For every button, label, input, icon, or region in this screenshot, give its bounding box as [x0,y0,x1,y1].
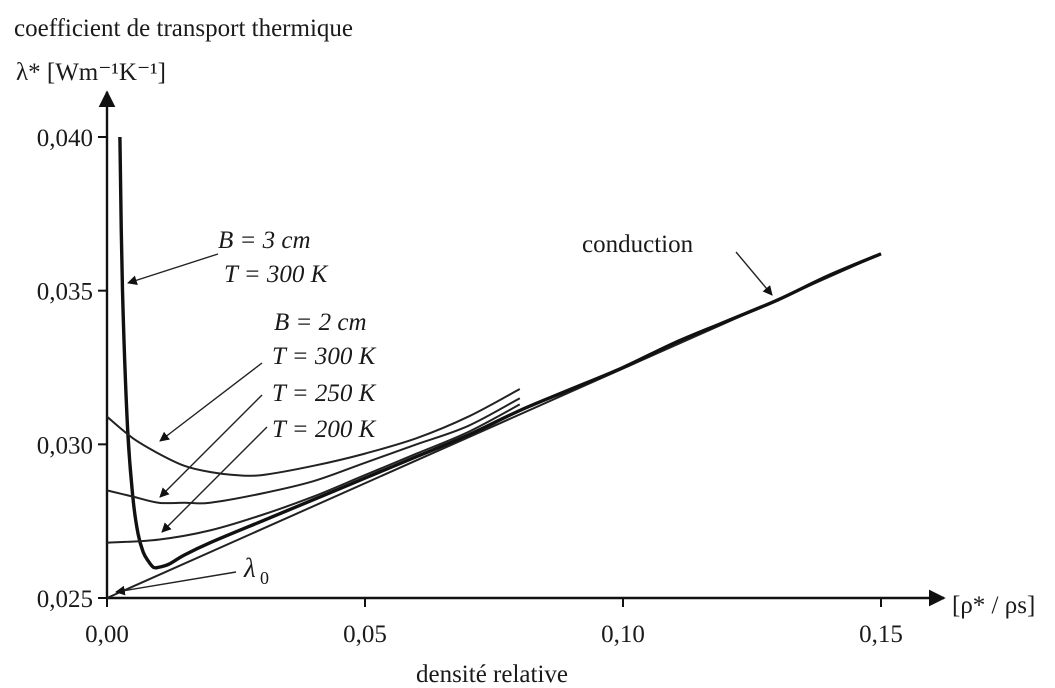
x-axis-symbol: [ρ* / ρs] [952,592,1035,619]
y-tick-label: 0,035 [37,279,93,306]
series-line-b-2-cm-t-250-k [106,397,521,505]
x-tick-label: 0,00 [85,621,129,648]
y-axis-label: λ* [Wm⁻¹K⁻¹] [16,59,166,86]
annotation-t3: T = 300 K [224,261,329,288]
annotation-b3: B = 3 cm [218,227,311,254]
y-tick-label: 0,025 [37,586,93,613]
pointer-t250 [159,394,263,498]
series-line-b-2-cm-t-300-k [106,388,521,477]
pointer-conduction [735,251,773,296]
chart-title: coefficient de transport thermique [14,15,353,42]
y-tick-label: 0,030 [37,432,93,459]
series-line-b-2-cm-t-200-k [106,403,521,544]
annotation-t300: T = 300 K [272,343,377,370]
annotation-pointers [115,251,773,596]
x-tick-label: 0,05 [343,621,387,648]
pointer-t200 [161,426,268,533]
pointer-lambda0 [115,571,237,596]
series-line-b-3-cm-t-300-k [118,136,882,570]
annotation-t250: T = 250 K [272,380,377,407]
x-tick-label: 0,10 [601,621,645,648]
y-tick-label: 0,040 [37,125,93,152]
annotation-conduction: conduction [582,231,694,258]
annotation-lambda0: λ [243,553,256,583]
pointer-b3 [127,253,219,285]
x-axis-label: densité relative [416,661,568,688]
pointer-t300 [159,362,263,442]
annotation-t200: T = 200 K [272,416,377,443]
x-tick-label: 0,15 [859,621,903,648]
annotation-b2: B = 2 cm [274,309,367,336]
annotation-lambda0-subscript: 0 [260,568,269,588]
